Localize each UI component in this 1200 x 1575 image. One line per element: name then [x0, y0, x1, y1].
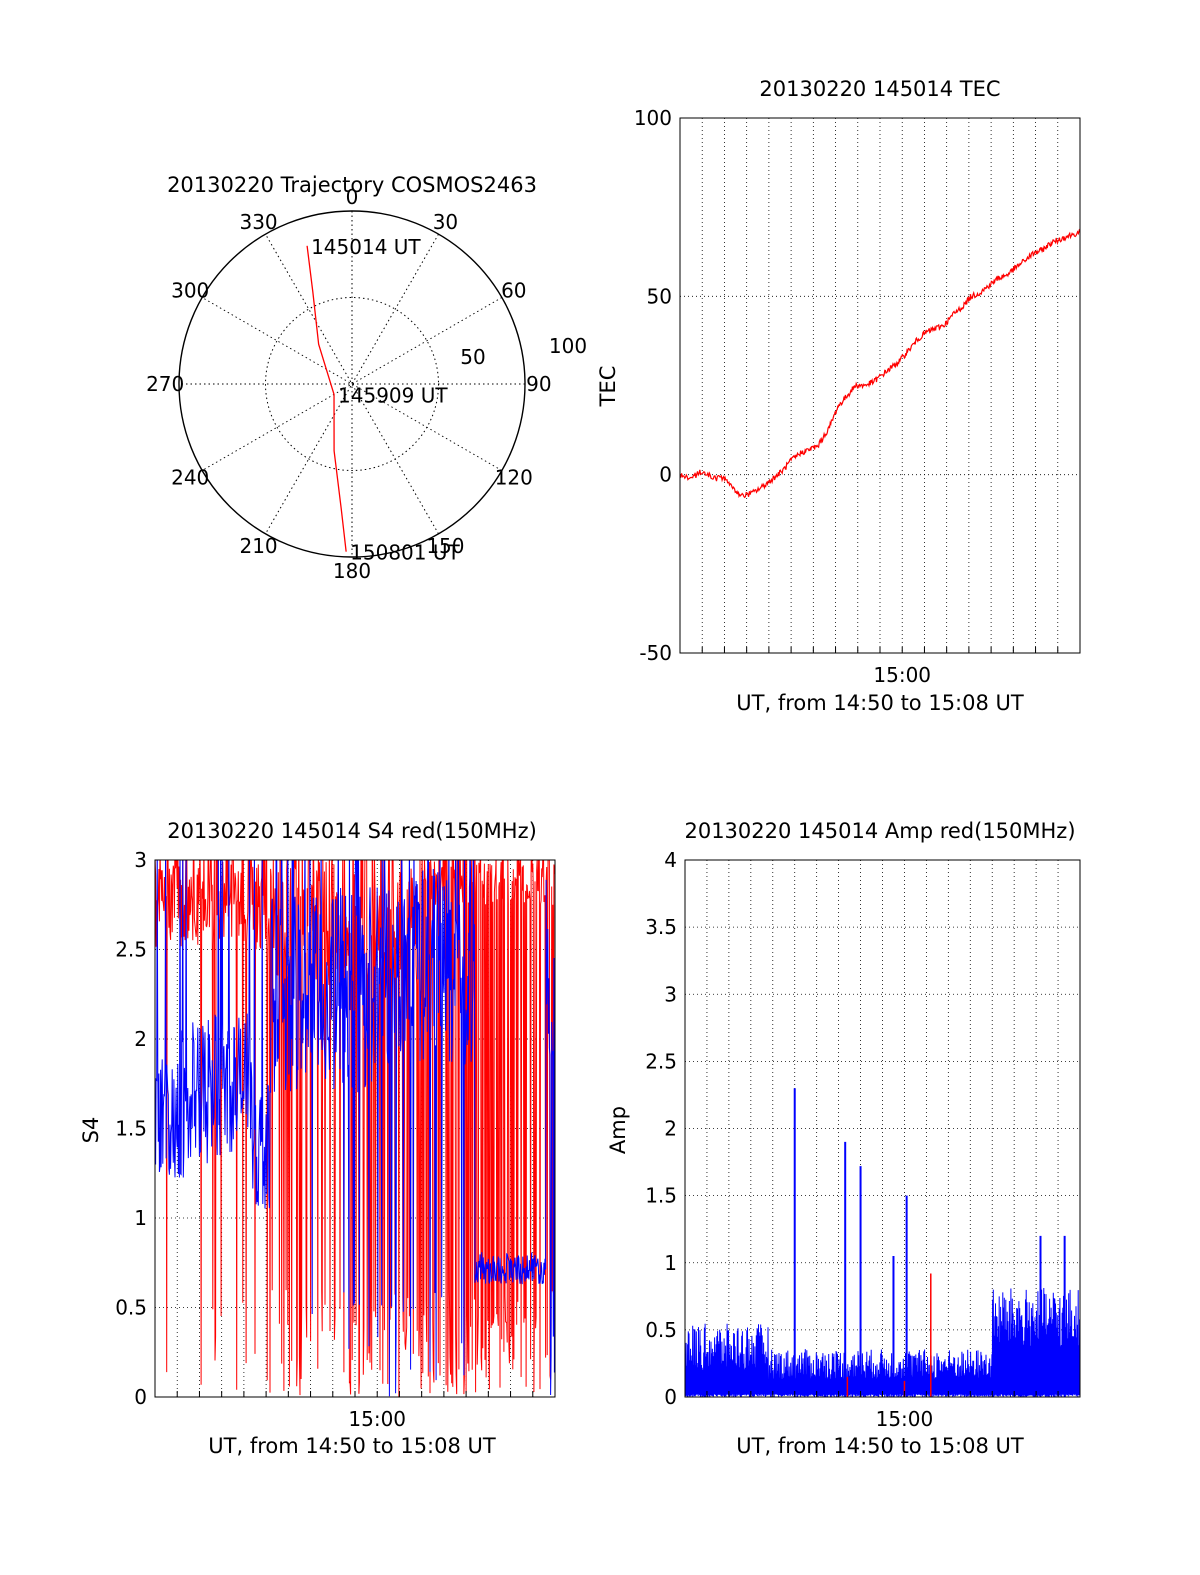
y-tick-label: 0: [664, 1385, 677, 1409]
y-tick-label: 2.5: [115, 938, 147, 962]
tec-x-axis-label: UT, from 14:50 to 15:08 UT: [736, 691, 1024, 715]
polar-spoke: [265, 233, 439, 535]
s4-panel: 20130220 145014 S4 red(150MHz) 0 0.5 1 1.5 2…: [79, 819, 556, 1458]
y-tick-label: 3: [134, 848, 147, 872]
trajectory-panel: 20130220 Trajectory COSMOS2463 0 30 60 90 12…: [146, 173, 587, 583]
trajectory-track: [306, 245, 347, 552]
y-tick-label: -50: [639, 641, 672, 665]
tec-traces: [679, 228, 1081, 499]
azimuth-label: 300: [171, 279, 209, 303]
s4-y-ticks: 0 0.5 1 1.5 2 2.5 3: [115, 848, 147, 1409]
azimuth-label: 60: [501, 279, 526, 303]
y-tick-label: 0: [134, 1385, 147, 1409]
tec-y-ticks: -50 0 50 100: [634, 106, 672, 665]
y-tick-label: 3: [664, 982, 677, 1006]
trajectory-annotations: 145014 UT 145909 UT 150801 UT: [311, 235, 460, 565]
y-tick-label: 2: [134, 1027, 147, 1051]
y-tick-label: 0.5: [645, 1318, 677, 1342]
x-tick-label: 15:00: [873, 663, 931, 687]
radius-label-50: 50: [460, 345, 485, 369]
amp-x-axis-label: UT, from 14:50 to 15:08 UT: [736, 1434, 1024, 1458]
tec-panel: 20130220 145014 TEC -50 0 50 100 15:00 UT, …: [596, 77, 1081, 715]
trajectory-title: 20130220 Trajectory COSMOS2463: [167, 173, 537, 197]
y-tick-label: 1: [134, 1206, 147, 1230]
s4-x-axis-label: UT, from 14:50 to 15:08 UT: [208, 1434, 496, 1458]
trajectory-time-label: 150801 UT: [350, 541, 460, 565]
amp-grid: [685, 860, 1080, 1397]
y-tick-label: 0: [659, 463, 672, 487]
polar-spoke: [201, 297, 503, 471]
y-tick-label: 0.5: [115, 1296, 147, 1320]
s4-traces: [155, 860, 555, 1397]
polar-spoke: [265, 233, 439, 535]
trajectory-time-label: 145014 UT: [311, 235, 421, 259]
s4-title: 20130220 145014 S4 red(150MHz): [167, 819, 537, 843]
y-tick-label: 1: [664, 1251, 677, 1275]
azimuth-label: 150: [426, 534, 464, 558]
azimuth-label: 0: [346, 185, 359, 209]
tec-x-ticks: 15:00: [701, 647, 1059, 687]
amp-y-axis-label: Amp: [606, 1106, 630, 1154]
s4-x-ticks: 15:00: [176, 1391, 534, 1431]
radius-label-100: 100: [549, 334, 587, 358]
amp-traces: [684, 1088, 1081, 1398]
polar-spoke: [201, 297, 503, 471]
azimuth-label: 180: [333, 559, 371, 583]
azimuth-label: 210: [239, 534, 277, 558]
polar-radius-labels: 50 100: [460, 334, 587, 369]
tec-series-line: [679, 228, 1081, 499]
y-tick-label: 1.5: [115, 1117, 147, 1141]
y-tick-label: 3.5: [645, 915, 677, 939]
amp-y-ticks: 0 0.5 1 1.5 2 2.5 3 3.5 4: [645, 848, 677, 1409]
tec-grid: [680, 118, 1080, 653]
azimuth-label: 90: [526, 372, 551, 396]
x-tick-label: 15:00: [876, 1407, 934, 1431]
azimuth-label: 240: [171, 465, 209, 489]
azimuth-label: 330: [239, 210, 277, 234]
amp-title: 20130220 145014 Amp red(150MHz): [684, 819, 1075, 843]
polar-grid: [178, 210, 526, 558]
tec-y-axis-label: TEC: [596, 366, 620, 408]
polar-azimuth-labels: 0 30 60 90 120 150 180 210 240 270 300 330: [146, 185, 552, 583]
s4-y-axis-label: S4: [79, 1117, 103, 1144]
azimuth-label: 270: [146, 372, 184, 396]
trajectory-time-label: 145909 UT: [338, 383, 448, 407]
tec-title: 20130220 145014 TEC: [759, 77, 1000, 101]
amp-panel: 20130220 145014 Amp red(150MHz) 0 0.5 1 1.5…: [606, 819, 1081, 1458]
s4-blue-series: [155, 860, 555, 1397]
azimuth-label: 30: [433, 210, 458, 234]
y-tick-label: 100: [634, 106, 672, 130]
y-tick-label: 50: [647, 284, 672, 308]
y-tick-label: 4: [664, 848, 677, 872]
x-tick-label: 15:00: [348, 1407, 406, 1431]
y-tick-label: 2.5: [645, 1049, 677, 1073]
y-tick-label: 1.5: [645, 1184, 677, 1208]
azimuth-label: 120: [495, 465, 533, 489]
amp-blue-series: [684, 1287, 1081, 1398]
amp-x-ticks: 15:00: [706, 1391, 1059, 1431]
y-tick-label: 2: [664, 1117, 677, 1141]
